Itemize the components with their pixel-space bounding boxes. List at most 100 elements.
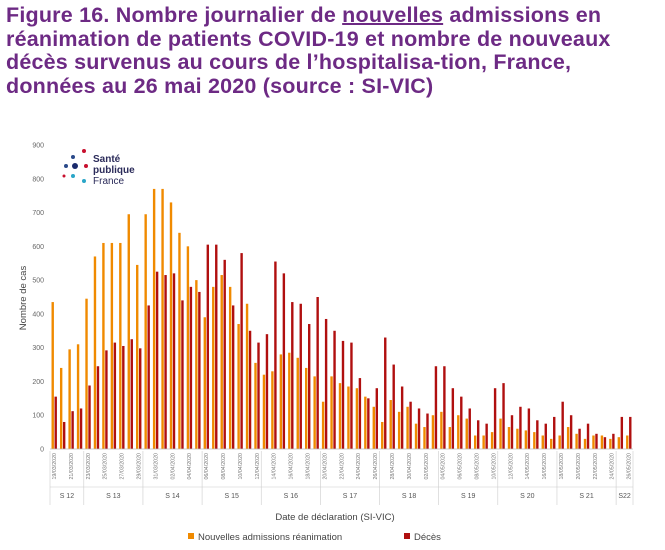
bar-admissions (414, 423, 418, 449)
bar-deces (586, 423, 590, 449)
bar-admissions (102, 242, 105, 449)
y-tick-label: 700 (32, 210, 44, 217)
bar-admissions (228, 286, 232, 449)
x-axis: 19/03/2020 21/03/2020 23/03/2020 25/03/2020… (49, 448, 634, 505)
bar-admissions (169, 202, 173, 449)
bar-deces (130, 339, 133, 449)
week-label: S 12 (60, 493, 75, 500)
bar-deces (612, 433, 615, 449)
bar-deces (122, 345, 125, 449)
bar-deces (341, 340, 345, 449)
x-tick-label: 04/04/2020 (187, 453, 193, 480)
bar-admissions (558, 435, 561, 449)
bar-deces (155, 271, 159, 449)
bar-deces (367, 398, 370, 449)
x-tick-label: 06/04/2020 (204, 453, 210, 480)
bar-deces (164, 275, 167, 449)
x-tick-label: 23/03/2020 (86, 453, 92, 480)
legend-label-admissions: Nouvelles admissions réanimation (198, 532, 342, 543)
bar-admissions (364, 396, 367, 449)
week-label: S 13 (106, 493, 121, 500)
title-part-2: admissions en réanimation de patients CO… (6, 3, 611, 98)
bar-deces (96, 366, 100, 449)
x-tick-label: 14/05/2020 (525, 453, 531, 480)
bar-admissions (51, 302, 54, 449)
bar-deces (561, 401, 564, 449)
bar-admissions (355, 388, 359, 449)
bar-admissions (617, 437, 621, 449)
bar-admissions (271, 371, 274, 449)
bar-deces (223, 259, 226, 449)
bar-deces (299, 303, 302, 449)
bar-admissions (609, 438, 612, 449)
bar-deces (62, 421, 66, 449)
bars (51, 188, 632, 449)
bar-deces (333, 330, 336, 449)
bar-admissions (85, 298, 88, 449)
bar-deces (409, 401, 412, 449)
bar-admissions (457, 415, 460, 449)
logo-text-line2: publique (93, 165, 135, 176)
logo-dot (71, 174, 75, 178)
x-tick-label: 10/05/2020 (491, 453, 497, 480)
bar-deces (71, 411, 74, 449)
week-label: S 21 (579, 493, 594, 500)
bar-deces (316, 297, 319, 449)
bar-deces (113, 342, 117, 449)
bar-deces (384, 337, 387, 449)
bar-deces (629, 416, 632, 449)
bar-admissions (313, 376, 316, 449)
bar-admissions (178, 232, 181, 449)
x-tick-label: 16/05/2020 (542, 453, 548, 480)
bar-deces (105, 350, 108, 449)
bar-admissions (583, 438, 587, 449)
x-tick-label: 16/04/2020 (289, 453, 295, 480)
bar-deces (308, 324, 311, 449)
bar-admissions (76, 344, 80, 449)
bar-deces (553, 416, 556, 449)
x-tick-label: 26/04/2020 (373, 453, 379, 480)
week-label: S 20 (520, 493, 535, 500)
logo-dot (84, 164, 88, 168)
bar-deces (147, 305, 150, 449)
x-tick-label: 18/04/2020 (306, 453, 312, 480)
bar-admissions (245, 303, 249, 449)
y-tick-label: 100 (32, 413, 44, 420)
x-tick-label: 06/05/2020 (458, 453, 464, 480)
week-label: S 18 (402, 493, 417, 500)
bar-admissions (338, 383, 342, 449)
y-tick-label: 400 (32, 311, 44, 318)
week-label: S 15 (224, 493, 239, 500)
bar-deces (324, 318, 328, 449)
bar-admissions (440, 411, 443, 449)
bar-admissions (110, 242, 114, 449)
bar-admissions (288, 352, 291, 449)
bar-admissions (626, 435, 629, 449)
bar-deces (392, 364, 395, 449)
bar-admissions (524, 430, 528, 449)
y-tick-label: 800 (32, 176, 44, 183)
legend-swatch-admissions (188, 533, 194, 539)
y-tick-label: 0 (40, 447, 44, 454)
bar-admissions (448, 427, 452, 449)
bar-deces (493, 388, 497, 449)
x-tick-label: 12/05/2020 (508, 453, 514, 480)
bar-deces (510, 415, 514, 449)
sante-publique-france-logo: Santé publique France (62, 149, 135, 187)
x-tick-label: 30/04/2020 (407, 453, 413, 480)
bar-deces (434, 366, 438, 449)
bar-deces (172, 273, 176, 449)
bar-admissions (550, 438, 553, 449)
bar-admissions (127, 214, 130, 449)
bar-admissions (195, 280, 198, 449)
bar-admissions (533, 432, 536, 449)
bar-deces (189, 286, 193, 449)
bar-admissions (93, 256, 97, 449)
legend-swatch-deces (404, 533, 410, 539)
bar-deces (240, 253, 243, 449)
bar-deces (206, 244, 210, 449)
legend: Nouvelles admissions réanimation Décès (188, 532, 441, 543)
bar-admissions (516, 428, 519, 449)
bar-deces (519, 406, 522, 449)
